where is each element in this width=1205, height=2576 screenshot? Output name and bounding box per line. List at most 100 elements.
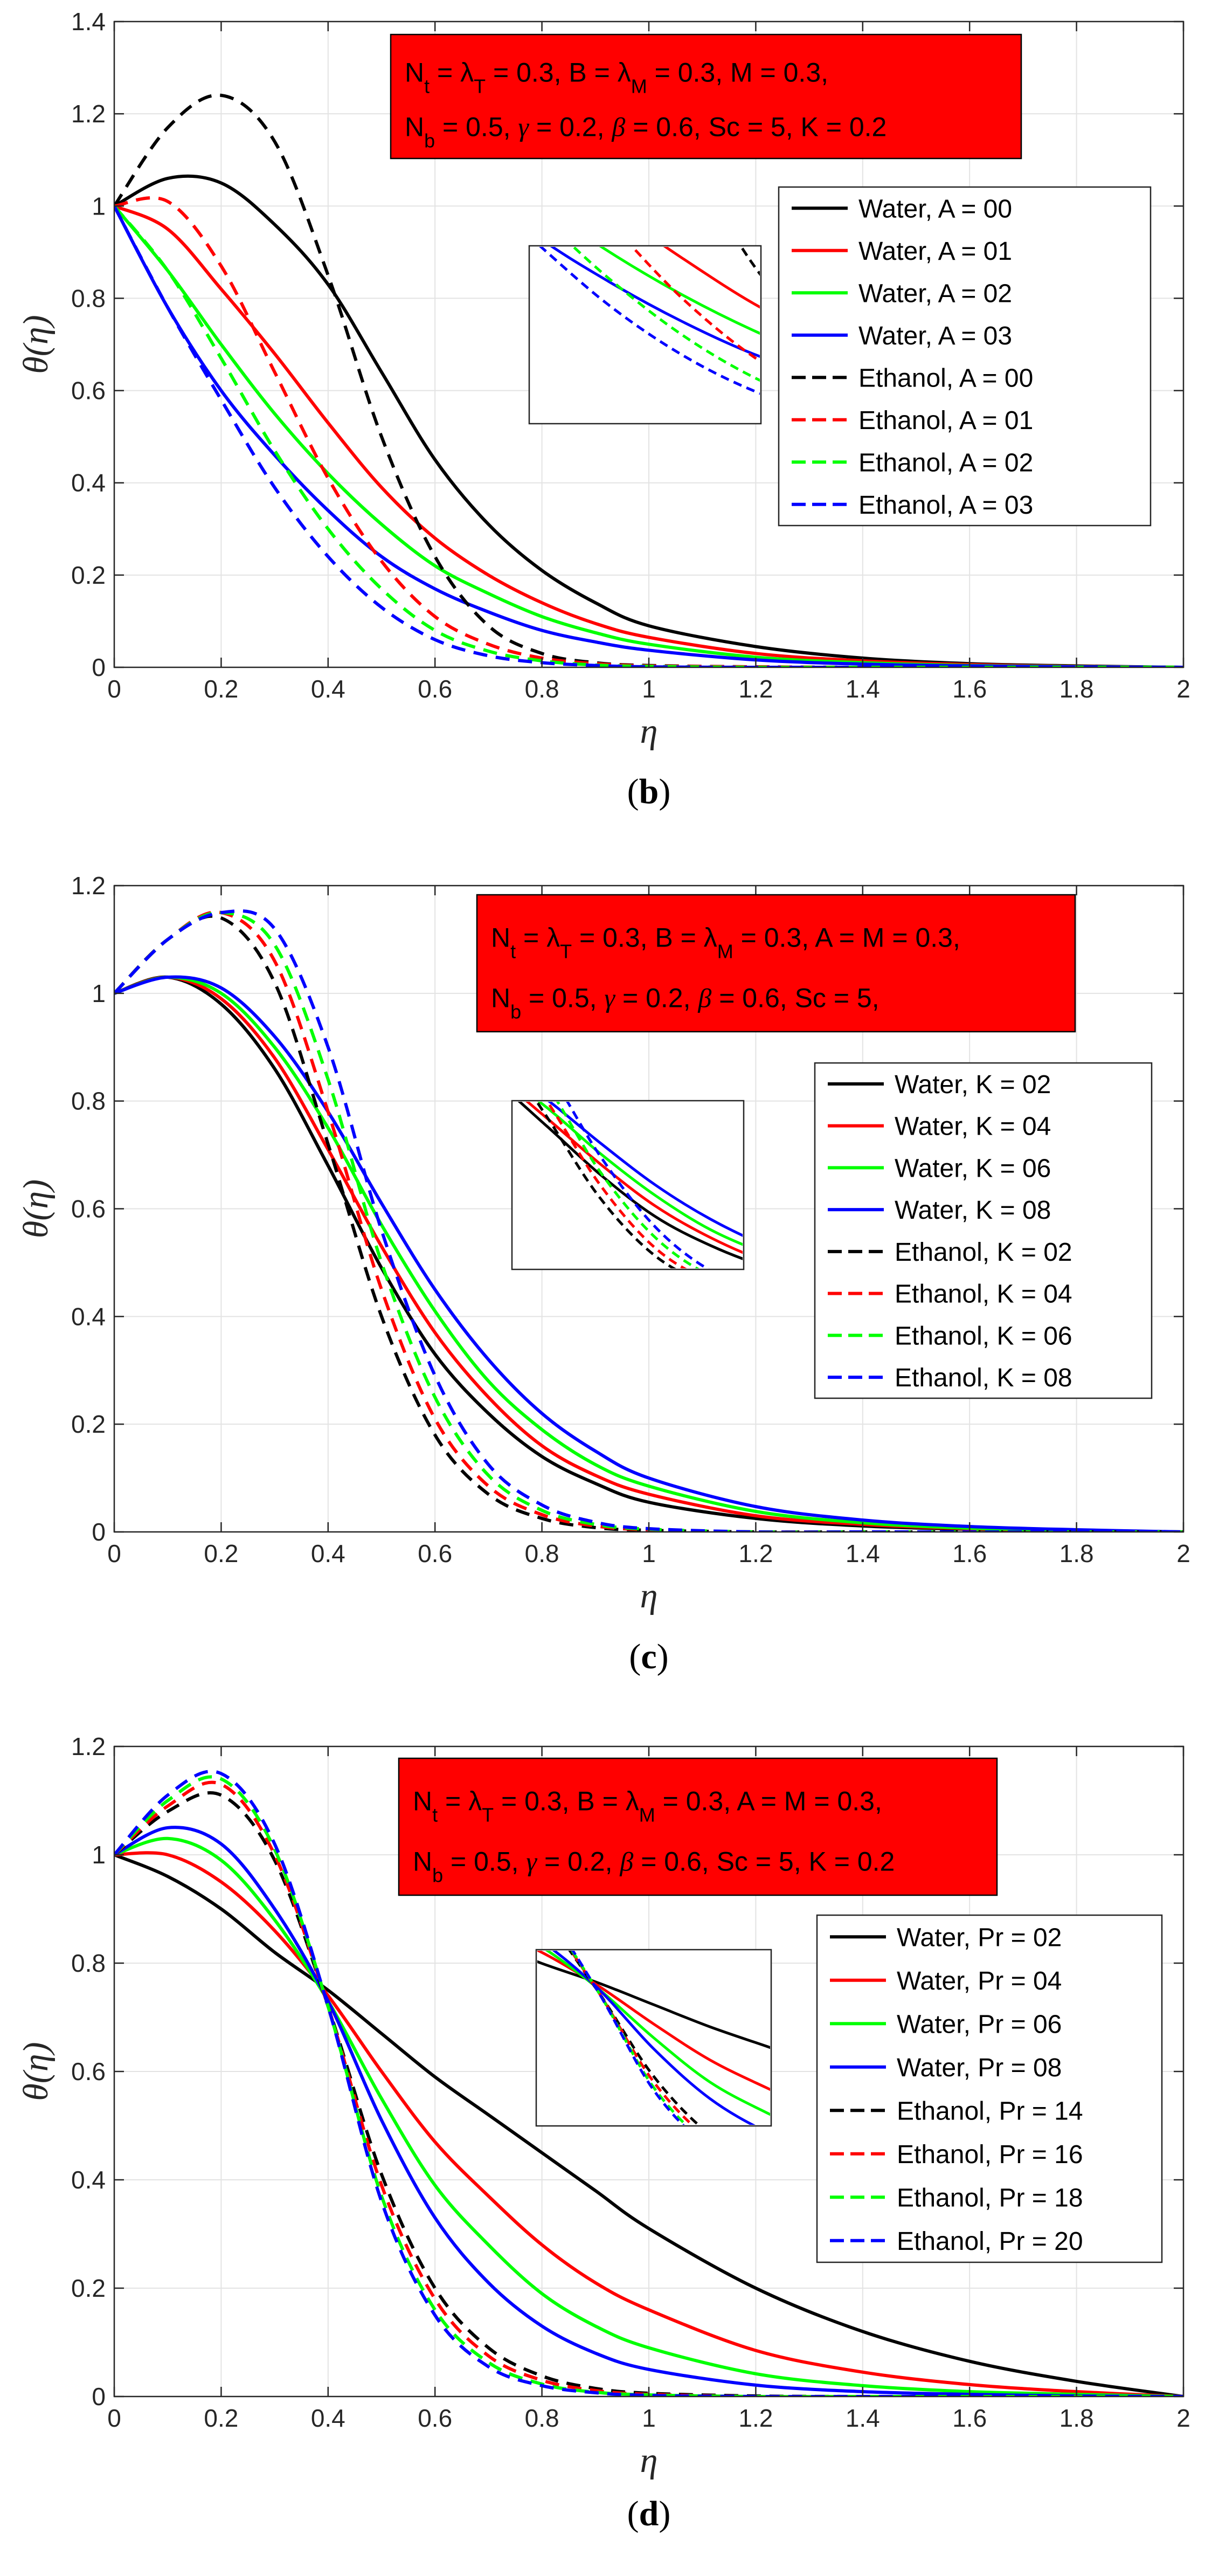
- parameter-line-1: Nt = λT = 0.3, B = λM = 0.3, A = M = 0.3…: [491, 923, 960, 963]
- parameter-box: [476, 894, 1076, 1033]
- x-tick-label: 1.2: [738, 2404, 773, 2432]
- y-tick-label: 0.2: [71, 1410, 106, 1438]
- parameter-line-2: Nb = 0.5, γ = 0.2, β = 0.6, Sc = 5, K = …: [413, 1846, 895, 1886]
- legend-label-7: Ethanol, A = 03: [858, 491, 1033, 520]
- y-tick-label: 0.6: [71, 2057, 106, 2085]
- series-line-4: [114, 914, 1183, 1532]
- series-lines: [114, 1770, 1183, 2397]
- inset-series-line-3: [550, 247, 760, 358]
- x-tick-label: 2: [1176, 2404, 1190, 2432]
- x-tick-label: 0.8: [525, 1539, 559, 1567]
- legend-label-5: Ethanol, A = 01: [858, 406, 1033, 435]
- series-line-7: [114, 205, 1183, 667]
- legend-label-0: Water, Pr = 02: [897, 1923, 1062, 1952]
- x-axis-label: η: [640, 712, 658, 751]
- y-tick-label: 0: [92, 653, 106, 681]
- x-tick-label: 1.4: [846, 2404, 880, 2432]
- y-axis-label: θ(η): [16, 1179, 56, 1238]
- series-lines: [114, 93, 1183, 667]
- x-tick-label: 1.8: [1059, 675, 1094, 703]
- y-tick-label: 1: [92, 192, 106, 220]
- legend-label-2: Water, A = 02: [858, 279, 1012, 308]
- inset-series-line-7: [539, 247, 760, 395]
- x-tick-label: 0.4: [311, 1539, 345, 1567]
- series-line-5: [114, 910, 1183, 1532]
- y-tick-label: 1.2: [71, 100, 106, 128]
- zoom-inset: [511, 1100, 745, 1270]
- x-axis-label: η: [640, 2441, 658, 2480]
- y-tick-label: 0.6: [71, 377, 106, 405]
- y-axis-label: θ(η): [16, 315, 56, 374]
- legend-label-5: Ethanol, Pr = 16: [897, 2140, 1083, 2169]
- x-tick-label: 0.2: [204, 675, 238, 703]
- y-tick-label: 0: [92, 2382, 106, 2411]
- series-line-3: [114, 1826, 1183, 2397]
- y-tick-label: 0.8: [71, 284, 106, 312]
- x-tick-label: 0.6: [418, 675, 452, 703]
- y-tick-label: 0.4: [71, 2166, 106, 2194]
- x-tick-label: 1.2: [738, 675, 773, 703]
- y-tick-label: 0.4: [71, 1302, 106, 1330]
- x-tick-label: 0.6: [418, 2404, 452, 2432]
- y-tick-label: 0.2: [71, 561, 106, 589]
- series-line-6: [114, 1775, 1183, 2397]
- x-tick-label: 0: [107, 2404, 121, 2432]
- y-tick-label: 1: [92, 979, 106, 1007]
- y-tick-label: 1.4: [71, 8, 106, 36]
- legend-label-3: Water, A = 03: [858, 322, 1012, 350]
- x-axis-label: η: [640, 1576, 658, 1615]
- y-tick-label: 0.6: [71, 1195, 106, 1223]
- inset-series-line-6: [571, 247, 760, 382]
- legend: Water, A = 00 Water, A = 01 Water, A = 02 W…: [778, 186, 1152, 527]
- legend-label-1: Water, A = 01: [858, 237, 1012, 266]
- chart-panel-b: 0 0.2 0.4 0.6 0.8 1 1.2 1.4 1.6 1.8 2 0 0.2 0.4 0.6 0.8…: [16, 8, 1190, 811]
- y-tick-label: 1.2: [71, 1732, 106, 1760]
- legend-frame: [814, 1062, 1153, 1399]
- panel-caption: (c): [629, 1637, 668, 1676]
- series-line-7: [114, 909, 1183, 1532]
- legend-label-7: Ethanol, K = 08: [895, 1364, 1072, 1392]
- x-tick-label: 0: [107, 1539, 121, 1567]
- series-line-2: [114, 975, 1183, 1532]
- x-tick-label: 1.6: [952, 2404, 987, 2432]
- series-line-5: [114, 196, 1183, 667]
- x-tick-label: 0.2: [204, 2404, 238, 2432]
- x-tick-label: 1: [642, 675, 656, 703]
- series-line-6: [114, 205, 1183, 667]
- x-tick-label: 2: [1176, 675, 1190, 703]
- chart-panel-c: 0 0.2 0.4 0.6 0.8 1 1.2 1.4 1.6 1.8 2 0 0.2 0.4 0.6 0.8…: [16, 872, 1190, 1676]
- inset-lines: [539, 247, 760, 395]
- x-tick-label: 1.4: [846, 1539, 880, 1567]
- panel-caption: (b): [627, 772, 671, 811]
- legend-label-4: Ethanol, A = 00: [858, 364, 1033, 392]
- x-tick-label: 0.6: [418, 1539, 452, 1567]
- parameter-line-2: Nb = 0.5, γ = 0.2, β = 0.6, Sc = 5, K = …: [405, 112, 887, 152]
- legend-label-4: Ethanol, K = 02: [895, 1238, 1072, 1267]
- legend-frame: [778, 186, 1152, 527]
- legend-label-1: Water, Pr = 04: [897, 1967, 1062, 1995]
- x-tick-label: 1.2: [738, 1539, 773, 1567]
- legend-label-5: Ethanol, K = 04: [895, 1280, 1072, 1309]
- zoom-inset: [528, 245, 762, 425]
- legend-label-6: Ethanol, K = 06: [895, 1322, 1072, 1350]
- panel-caption: (d): [627, 2494, 671, 2533]
- x-tick-label: 1.8: [1059, 2404, 1094, 2432]
- series-line-4: [114, 93, 1183, 667]
- y-tick-label: 0.8: [71, 1949, 106, 1977]
- legend-label-0: Water, K = 02: [895, 1071, 1051, 1099]
- series-line-3: [114, 205, 1183, 667]
- x-tick-label: 1: [642, 1539, 656, 1567]
- legend-label-1: Water, K = 04: [895, 1113, 1051, 1141]
- parameter-box: [390, 33, 1022, 160]
- chart-panel-d: 0 0.2 0.4 0.6 0.8 1 1.2 1.4 1.6 1.8 2 0 0.2 0.4 0.6 0.8…: [16, 1732, 1190, 2533]
- parameter-line-1: Nt = λT = 0.3, B = λM = 0.3, A = M = 0.3…: [413, 1786, 882, 1826]
- x-tick-label: 0.4: [311, 2404, 345, 2432]
- legend-label-3: Water, Pr = 08: [897, 2054, 1062, 2082]
- x-tick-label: 1: [642, 2404, 656, 2432]
- y-tick-label: 0.2: [71, 2274, 106, 2302]
- inset-frame: [528, 245, 762, 425]
- y-tick-label: 0.8: [71, 1087, 106, 1115]
- x-tick-label: 0.8: [525, 2404, 559, 2432]
- y-tick-label: 0: [92, 1518, 106, 1546]
